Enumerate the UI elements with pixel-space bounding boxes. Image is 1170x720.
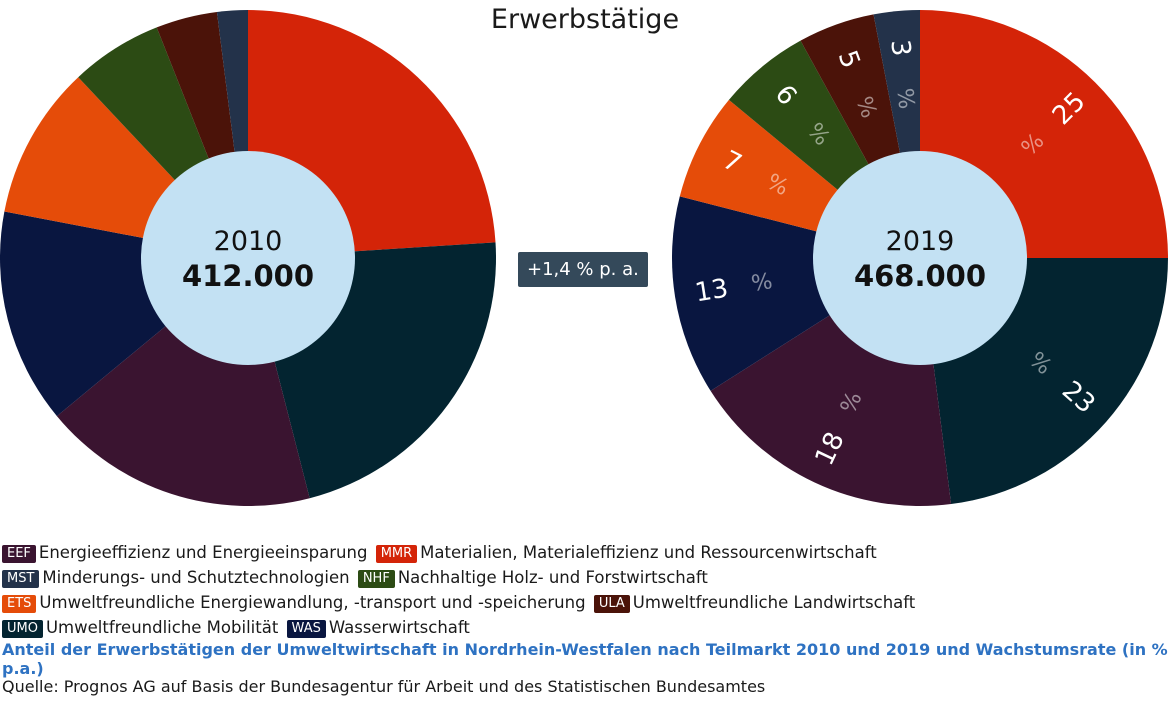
legend-badge-ets: ETS — [2, 595, 37, 613]
legend-item-ula: ULA Umweltfreundliche Landwirtschaft — [593, 593, 916, 613]
legend-label: Nachhaltige Holz- und Forstwirtschaft — [397, 568, 708, 587]
donut-center-2010 — [141, 151, 355, 365]
slice-value-label: 3 — [884, 38, 915, 57]
legend-badge-was: WAS — [286, 620, 326, 638]
donut-center-2019 — [813, 151, 1027, 365]
legend-label: Umweltfreundliche Mobilität — [45, 618, 279, 637]
legend-item-umo: UMO Umweltfreundliche Mobilität — [2, 618, 279, 638]
growth-rate-badge: +1,4 % p. a. — [518, 252, 648, 287]
legend-badge-mmr: MMR — [375, 545, 418, 563]
legend-item-eef: EEF Energieeffizienz und Energieeinsparun… — [2, 543, 368, 563]
legend-item-nhf: NHF Nachhaltige Holz- und Forstwirtschaft — [357, 568, 708, 588]
center-year-label: 2019 — [886, 226, 955, 257]
legend-badge-eef: EEF — [2, 545, 36, 563]
legend-label: Energieeffizienz und Energieeinsparung — [38, 543, 368, 562]
legend-label: Umweltfreundliche Energiewandlung, -tran… — [39, 593, 586, 612]
legend: EEF Energieeffizienz und Energieeinsparun… — [2, 540, 1162, 640]
legend-badge-umo: UMO — [2, 620, 43, 638]
legend-item-mst: MST Minderungs- und Schutztechnologien — [2, 568, 350, 588]
legend-item-was: WAS Wasserwirtschaft — [286, 618, 470, 638]
slice-percent-label: % — [750, 269, 775, 297]
legend-label: Minderungs- und Schutztechnologien — [42, 568, 350, 587]
legend-badge-nhf: NHF — [357, 570, 395, 588]
legend-badge-ula: ULA — [593, 595, 630, 613]
slice-value-label: 13 — [693, 274, 730, 309]
legend-label: Wasserwirtschaft — [328, 618, 470, 637]
center-year-label: 2010 — [214, 226, 283, 257]
center-total-label: 468.000 — [854, 259, 986, 293]
legend-item-mmr: MMR Materialien, Materialeffizienz und Re… — [375, 543, 877, 563]
chart-caption: Anteil der Erwerbstätigen der Umweltwirt… — [2, 640, 1168, 678]
center-total-label: 412.000 — [182, 259, 314, 293]
legend-badge-mst: MST — [2, 570, 40, 588]
legend-label: Materialien, Materialeffizienz und Resso… — [420, 543, 877, 562]
slice-percent-label: % — [892, 87, 919, 110]
chart-title: Erwerbstätige — [490, 4, 680, 35]
legend-item-ets: ETS Umweltfreundliche Energiewandlung, -t… — [2, 593, 586, 613]
legend-label: Umweltfreundliche Landwirtschaft — [632, 593, 916, 612]
source-note: Quelle: Prognos AG auf Basis der Bundesa… — [2, 677, 766, 696]
